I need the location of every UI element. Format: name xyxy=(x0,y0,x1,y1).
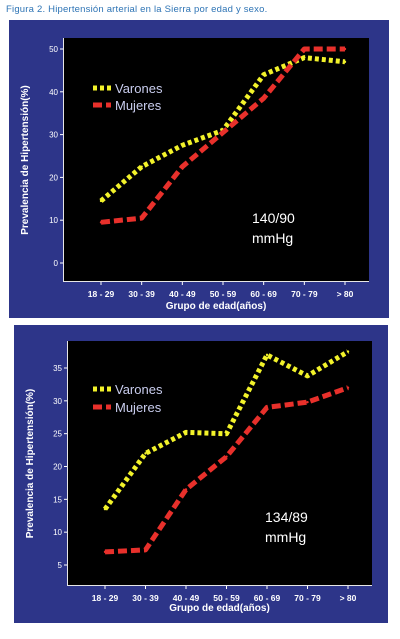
data-point-varones xyxy=(140,165,143,168)
threshold-annotation: 134/89 xyxy=(265,509,308,525)
data-point-varones xyxy=(225,432,228,435)
y-tick-label: 50 xyxy=(49,45,58,54)
data-point-mujeres xyxy=(181,165,184,168)
data-point-varones xyxy=(265,353,269,357)
data-point-varones xyxy=(303,56,306,59)
data-point-mujeres xyxy=(225,455,228,458)
x-tick-label: 18 - 29 xyxy=(92,593,119,603)
legend-label-varones: Varones xyxy=(115,382,163,397)
plot-area xyxy=(63,38,369,282)
y-tick-label: 20 xyxy=(53,463,62,472)
y-tick-label: 10 xyxy=(49,216,58,225)
data-point-varones xyxy=(343,60,347,64)
y-tick-label: 30 xyxy=(49,131,58,140)
data-point-mujeres xyxy=(346,386,350,389)
chart-panel-2: 5 10 15 20 25 30 35 18 - 29 30 - 39 40 - 49 50 - 5… xyxy=(14,325,388,623)
x-tick-label: 50 - 59 xyxy=(213,593,240,603)
data-point-varones xyxy=(144,452,147,455)
data-point-varones xyxy=(262,73,265,76)
plot-area xyxy=(67,341,372,586)
x-tick-label: > 80 xyxy=(340,593,357,603)
threshold-annotation: mmHg xyxy=(252,230,293,246)
x-tick-label: > 80 xyxy=(337,289,354,299)
y-tick-label: 40 xyxy=(49,88,58,97)
x-tick-label: 70 - 79 xyxy=(291,289,318,299)
y-tick-label: 15 xyxy=(53,495,62,504)
x-tick-label: 40 - 49 xyxy=(173,593,200,603)
x-tick-label: 60 - 69 xyxy=(254,593,281,603)
x-tick-label: 50 - 59 xyxy=(210,289,237,299)
x-axis-title: Grupo de edad(años) xyxy=(166,301,267,312)
chart-1: 0 10 20 30 40 50 18 - 29 30 - 39 40 - 49 50 - 59 6… xyxy=(20,38,369,312)
data-point-mujeres xyxy=(265,406,269,409)
x-tick-label: 30 - 39 xyxy=(132,593,159,603)
data-point-mujeres xyxy=(303,47,306,51)
data-point-mujeres xyxy=(99,221,103,224)
data-point-mujeres xyxy=(103,550,107,554)
data-point-mujeres xyxy=(144,548,147,552)
y-tick-label: 25 xyxy=(53,430,62,439)
data-point-varones xyxy=(184,431,188,434)
chart-panel-1: 0 10 20 30 40 50 18 - 29 30 - 39 40 - 49 50 - 59 6… xyxy=(9,20,389,318)
data-point-mujeres xyxy=(184,488,188,491)
chart-2: 5 10 15 20 25 30 35 18 - 29 30 - 39 40 - 49 50 - 5… xyxy=(25,341,372,614)
y-axis-title: Prevalencia de Hipertensión(%) xyxy=(25,389,36,539)
x-tick-label: 60 - 69 xyxy=(250,289,277,299)
data-point-varones xyxy=(346,350,350,353)
x-tick-label: 18 - 29 xyxy=(88,289,115,299)
legend-label-mujeres: Mujeres xyxy=(115,400,162,415)
x-tick-label: 30 - 39 xyxy=(128,289,155,299)
y-tick-label: 0 xyxy=(54,259,59,268)
data-point-mujeres xyxy=(343,47,347,51)
threshold-annotation: 140/90 xyxy=(252,210,295,226)
x-tick-label: 40 - 49 xyxy=(169,289,196,299)
threshold-annotation: mmHg xyxy=(265,529,306,545)
data-point-mujeres xyxy=(140,216,143,220)
legend-label-mujeres: Mujeres xyxy=(115,98,162,113)
data-point-varones xyxy=(306,374,309,378)
y-tick-label: 20 xyxy=(49,173,58,182)
data-point-varones xyxy=(103,507,107,511)
data-point-varones xyxy=(181,144,184,147)
legend-label-varones: Varones xyxy=(115,81,163,96)
figure-caption: Figura 2. Hipertensión arterial en la Si… xyxy=(6,4,268,15)
y-axis-title: Prevalencia de Hipertensión(%) xyxy=(20,85,31,235)
y-tick-label: 10 xyxy=(53,528,62,537)
x-tick-label: 70 - 79 xyxy=(294,593,321,603)
y-tick-label: 5 xyxy=(58,561,63,570)
data-point-mujeres xyxy=(262,97,265,100)
data-point-mujeres xyxy=(221,131,225,134)
y-tick-label: 35 xyxy=(53,364,62,373)
data-point-mujeres xyxy=(306,400,309,404)
y-tick-label: 30 xyxy=(53,397,62,406)
x-axis-title: Grupo de edad(años) xyxy=(169,603,270,614)
data-point-varones xyxy=(99,199,103,203)
